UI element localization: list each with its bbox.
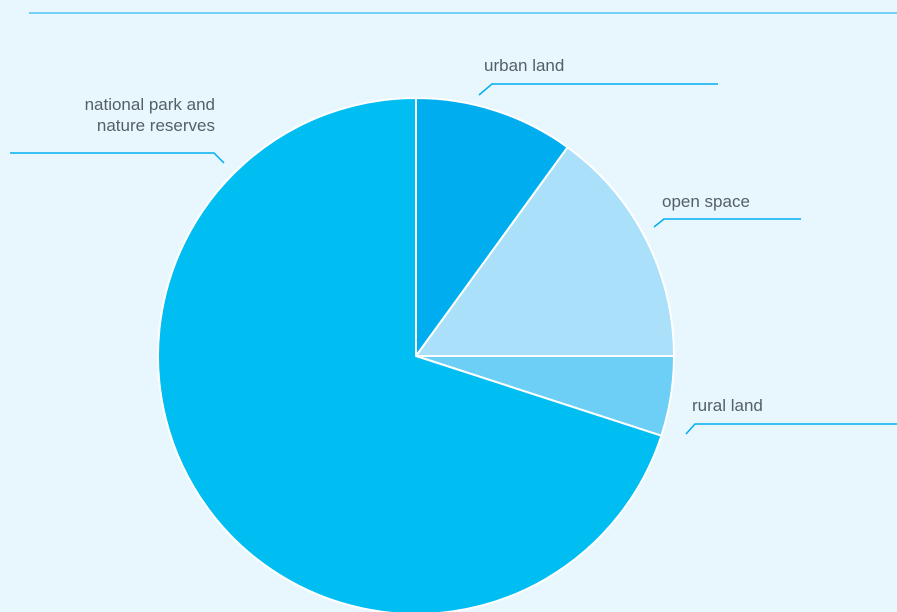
- leader-line-3: [10, 152, 225, 164]
- slice-label-line: urban land: [484, 56, 564, 75]
- pie-slices: [157, 97, 675, 612]
- slice-label-2: rural land: [692, 396, 763, 415]
- leader-lines: [10, 83, 897, 435]
- leader-line-0: [478, 83, 718, 96]
- slice-label-3: national park and nature reserves: [85, 95, 215, 135]
- pie-slice-3: [157, 97, 663, 612]
- slice-label-line: open space: [662, 192, 750, 211]
- slice-label-1: open space: [662, 192, 750, 211]
- leader-line-1: [653, 218, 801, 228]
- slice-label-line: rural land: [692, 396, 763, 415]
- slice-labels: urban land open space rural land national p…: [85, 56, 763, 415]
- pie-slice-0: [415, 97, 569, 357]
- slice-label-line: nature reserves: [97, 116, 215, 135]
- slice-label-line: national park and: [85, 95, 215, 114]
- pie-slice-1: [415, 146, 675, 357]
- slice-label-0: urban land: [484, 56, 564, 75]
- leader-line-2: [685, 423, 897, 435]
